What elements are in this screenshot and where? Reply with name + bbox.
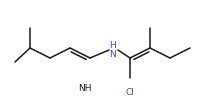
Text: Cl: Cl xyxy=(126,87,134,96)
Text: NH: NH xyxy=(78,83,92,92)
Text: H
N: H N xyxy=(110,41,116,59)
